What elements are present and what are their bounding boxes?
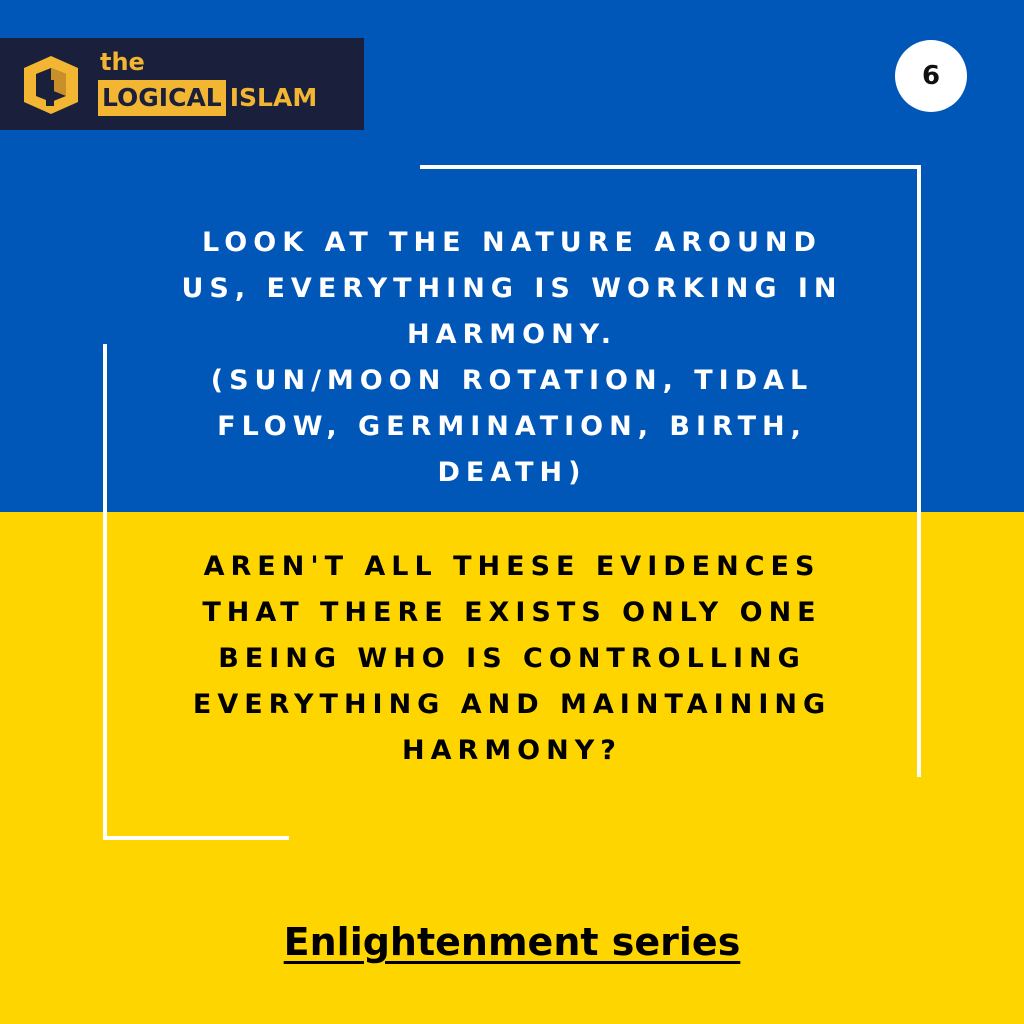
statement-text: LOOK AT THE NATURE AROUND US, EVERYTHING… <box>130 220 894 496</box>
question-line: BEING WHO IS CONTROLLING <box>218 643 806 674</box>
series-title: Enlightenment series <box>283 920 741 964</box>
yellow-band <box>0 512 1024 1024</box>
question-text: AREN'T ALL THESE EVIDENCES THAT THERE EX… <box>130 544 894 774</box>
statement-line: FLOW, GERMINATION, BIRTH, <box>217 411 807 442</box>
frame-left-line <box>103 344 107 840</box>
question-line: EVERYTHING AND MAINTAINING <box>192 689 832 720</box>
frame-bottom-line <box>103 836 289 840</box>
logo-the-text: the <box>100 48 145 76</box>
page-number-badge: 6 <box>895 40 967 112</box>
statement-line: (SUN/MOON ROTATION, TIDAL <box>210 365 814 396</box>
frame-top-line <box>420 165 921 169</box>
statement-line: DEATH) <box>437 457 587 488</box>
cube-logo-icon <box>24 56 78 114</box>
question-line: AREN'T ALL THESE EVIDENCES <box>203 551 821 582</box>
logo-wordmark: LOGICAL ISLAM <box>98 80 317 116</box>
logo-islam-text: ISLAM <box>229 83 318 112</box>
question-line: THAT THERE EXISTS ONLY ONE <box>202 597 822 628</box>
question-line: HARMONY? <box>402 735 622 766</box>
statement-line: HARMONY. <box>406 319 618 350</box>
frame-right-line <box>917 165 921 777</box>
logo-logical-text: LOGICAL <box>98 80 226 116</box>
statement-line: US, EVERYTHING IS WORKING IN <box>181 273 843 304</box>
statement-line: LOOK AT THE NATURE AROUND <box>202 227 822 258</box>
brand-logo: the LOGICAL ISLAM <box>0 38 364 130</box>
